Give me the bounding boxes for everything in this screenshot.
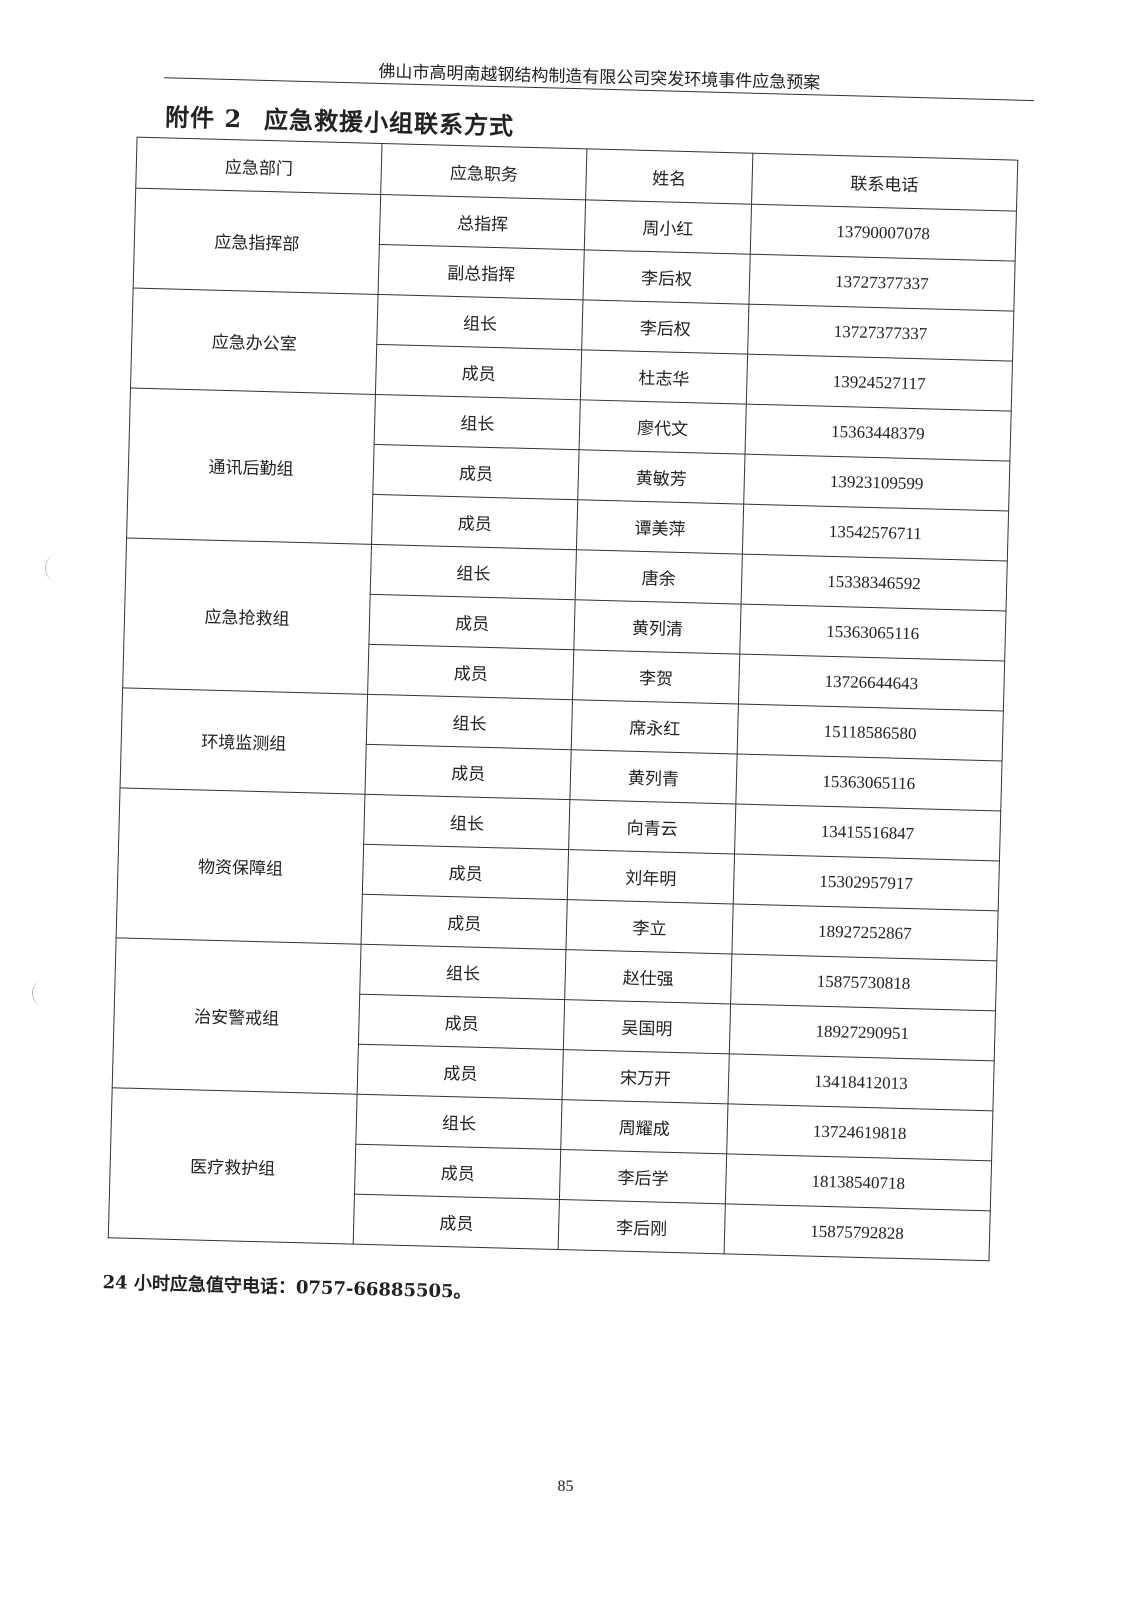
name-cell: 宋万开 [562, 1049, 729, 1104]
phone-cell: 13923109599 [743, 454, 1010, 512]
phone-cell: 18927252867 [731, 903, 999, 961]
name-cell: 黄敏芳 [578, 449, 745, 505]
name-cell: 黄列清 [574, 599, 741, 655]
phone-cell: 15363065116 [735, 754, 1003, 811]
phone-cell: 13727377337 [748, 254, 1016, 312]
phone-cell: 13727377337 [747, 304, 1014, 362]
role-cell: 成员 [358, 994, 565, 1050]
role-cell: 组长 [363, 794, 571, 850]
role-cell: 成员 [354, 1144, 562, 1200]
phone-cell: 13726644643 [738, 654, 1005, 711]
name-cell: 李后权 [581, 299, 749, 355]
phone-cell: 13415516847 [734, 803, 1001, 861]
name-cell: 席永红 [571, 699, 739, 755]
role-cell: 成员 [367, 644, 575, 700]
role-cell: 组长 [355, 1094, 563, 1150]
phone-cell: 15338346592 [740, 554, 1008, 612]
role-cell: 成员 [375, 344, 582, 400]
name-cell: 刘年明 [567, 849, 735, 904]
column-header: 应急职务 [380, 143, 588, 200]
department-cell: 物资保障组 [116, 787, 366, 945]
appendix-title: 应急救援小组联系方式 [263, 104, 515, 141]
name-cell: 唐余 [575, 549, 743, 605]
role-cell: 成员 [353, 1194, 560, 1250]
phone-cell: 15302957917 [732, 853, 1000, 911]
punch-hole-mark [32, 980, 53, 1006]
phone-cell: 15875730818 [730, 953, 997, 1011]
role-cell: 成员 [372, 444, 580, 500]
name-cell: 向青云 [568, 799, 736, 854]
department-cell: 医疗救护组 [108, 1087, 358, 1245]
role-cell: 成员 [371, 494, 579, 550]
name-cell: 李贺 [572, 649, 740, 705]
column-header: 联系电话 [751, 153, 1018, 212]
department-cell: 应急抢救组 [122, 537, 372, 695]
phone-cell: 13724619818 [726, 1103, 993, 1161]
phone-cell: 13790007078 [749, 204, 1017, 262]
role-cell: 组长 [359, 944, 567, 1000]
role-cell: 成员 [365, 744, 572, 800]
phone-cell: 18138540718 [725, 1153, 992, 1211]
role-cell: 成员 [357, 1044, 564, 1100]
phone-cell: 15363065116 [739, 604, 1006, 661]
name-cell: 周小红 [584, 199, 752, 255]
department-cell: 应急办公室 [130, 288, 379, 395]
phone-cell: 13924527117 [745, 354, 1013, 412]
role-cell: 成员 [362, 844, 569, 900]
column-header: 应急部门 [135, 137, 383, 195]
role-cell: 总指挥 [379, 194, 586, 250]
role-cell: 组长 [366, 694, 573, 750]
name-cell: 吴国明 [563, 999, 731, 1054]
department-cell: 通讯后勤组 [126, 388, 376, 545]
role-cell: 组长 [376, 294, 584, 350]
name-cell: 李立 [566, 899, 733, 954]
phone-cell: 13418412013 [727, 1053, 995, 1111]
phone-cell: 18927290951 [728, 1003, 996, 1061]
role-cell: 组长 [370, 544, 577, 600]
appendix-number: 附件 2 [164, 102, 243, 134]
name-cell: 黄列青 [570, 749, 737, 804]
phone-cell: 15875792828 [723, 1203, 991, 1261]
name-cell: 李后权 [583, 249, 750, 305]
department-cell: 环境监测组 [120, 687, 368, 795]
name-cell: 杜志华 [580, 349, 748, 405]
role-cell: 组长 [374, 394, 581, 450]
name-cell: 李后学 [559, 1149, 727, 1204]
role-cell: 成员 [368, 594, 576, 650]
name-cell: 周耀成 [561, 1099, 728, 1154]
contact-table: 应急部门 应急职务 姓名 联系电话 应急指挥部 总指挥 周小红 13790007078… [108, 137, 1019, 1262]
name-cell: 谭美萍 [576, 499, 744, 555]
page-number: 85 [557, 1478, 574, 1495]
phone-cell: 15363448379 [744, 404, 1012, 462]
page-title: 附件 2 应急救援小组联系方式 [165, 97, 515, 141]
role-cell: 副总指挥 [378, 244, 585, 300]
department-cell: 应急指挥部 [133, 188, 381, 295]
running-header: 佛山市高明南越钢结构制造有限公司突发环境事件应急预案 [378, 61, 821, 94]
role-cell: 成员 [361, 894, 568, 950]
punch-hole-mark [45, 555, 66, 581]
phone-cell: 13542576711 [742, 504, 1009, 562]
name-cell: 赵仕强 [564, 949, 732, 1004]
name-cell: 李后刚 [558, 1199, 726, 1254]
column-header: 姓名 [585, 148, 753, 205]
phone-cell: 15118586580 [736, 704, 1004, 761]
department-cell: 治安警戒组 [112, 937, 362, 1095]
name-cell: 廖代文 [579, 399, 746, 455]
hotline-text: 24 小时应急值守电话：0757-66885505。 [102, 1272, 472, 1303]
